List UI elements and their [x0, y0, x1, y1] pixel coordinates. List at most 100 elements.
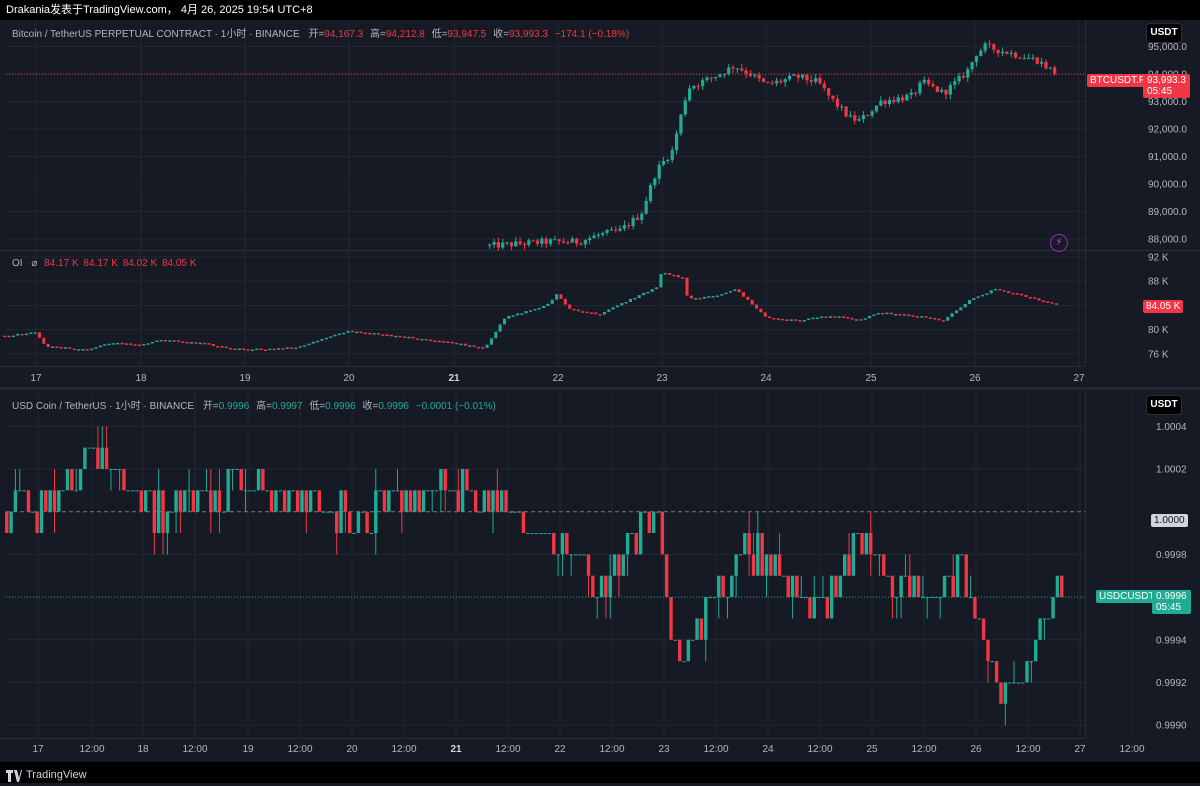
- usdc-candle-body: [235, 468, 239, 470]
- oi-bar: [472, 345, 476, 347]
- lightning-icon[interactable]: ⚡: [1050, 234, 1068, 252]
- oi-bar: [694, 298, 698, 300]
- btc-candle-body: [987, 43, 992, 45]
- oi-bar: [802, 320, 806, 322]
- oi-bar: [963, 304, 967, 308]
- usdc-candle-body: [717, 575, 721, 598]
- bottom-x-tick: 12:00: [1119, 744, 1144, 755]
- btc-candle-body: [970, 61, 974, 70]
- oi-bar: [1028, 296, 1032, 299]
- usdc-candle-body: [48, 490, 52, 512]
- btc-y-tick: 88,000.0: [1148, 235, 1187, 246]
- bottom-x-tick: 17: [32, 744, 44, 755]
- btc-candle-body: [492, 242, 496, 245]
- usdc-candle-body: [934, 597, 938, 599]
- usdc-unit-button[interactable]: USDT: [1146, 395, 1182, 415]
- usdc-candle-body: [434, 490, 439, 492]
- usdc-candle-body: [104, 447, 109, 469]
- oi-bar: [885, 312, 889, 315]
- oi-visibility-icon[interactable]: ⌀: [31, 258, 38, 269]
- btc-candle-body: [679, 114, 683, 134]
- oi-bar: [776, 318, 780, 320]
- usdc-candle-body: [721, 575, 725, 598]
- usdc-candle-body: [955, 554, 960, 598]
- oi-bar: [516, 313, 520, 316]
- usdc-candle-body: [339, 490, 343, 534]
- usdc-candle-body: [1055, 575, 1060, 598]
- oi-bar: [394, 335, 398, 338]
- usdc-candle-body: [200, 490, 204, 492]
- tradingview-logo[interactable]: TradingView: [6, 765, 87, 786]
- oi-bar: [303, 345, 307, 347]
- usdc-candle-body: [35, 511, 39, 534]
- usdc-candle-body: [856, 533, 860, 535]
- oi-bar: [11, 335, 15, 338]
- usdc-candle-body: [864, 533, 869, 555]
- btc-candle-body: [709, 77, 713, 79]
- oi-bar: [237, 348, 241, 351]
- btc-candle-body: [931, 84, 935, 87]
- bottom-x-tick: 12:00: [182, 744, 207, 755]
- oi-y-tick: 80 K: [1148, 325, 1169, 336]
- usdc-candle-body: [191, 490, 196, 512]
- usdc-candle-body: [217, 490, 222, 512]
- oi-bar: [446, 341, 450, 344]
- usdc-candle-body: [382, 490, 387, 512]
- usdc-candle-body: [222, 511, 226, 513]
- oi-bar: [403, 336, 407, 339]
- usdc-candle-body: [404, 490, 408, 512]
- usdc-candle-body: [968, 597, 973, 599]
- oi-value-2: 84.17 K: [83, 258, 118, 269]
- btc-candle-body: [683, 100, 687, 115]
- oi-bar: [442, 341, 446, 343]
- oi-bar: [642, 292, 646, 296]
- btc-candle-body: [787, 75, 792, 80]
- oi-bar: [737, 289, 741, 293]
- bottom-x-tick: 19: [242, 744, 254, 755]
- btc-candle-body: [522, 243, 527, 245]
- oi-bar: [537, 308, 541, 310]
- oi-bar: [120, 342, 124, 345]
- bottom-x-tick: 23: [658, 744, 670, 755]
- usdc-candle-body: [465, 468, 469, 491]
- usdc-candle-body: [938, 597, 942, 599]
- btc-candle-body: [531, 240, 535, 242]
- usdc-candle-body: [869, 533, 873, 555]
- usdc-candle-body: [973, 597, 977, 619]
- bottom-x-tick: 25: [866, 744, 878, 755]
- usdc-candle-body: [842, 554, 847, 576]
- usdc-y-tick: 0.9994: [1156, 635, 1187, 646]
- oi-bar: [633, 297, 637, 300]
- usdc-candle-body: [335, 511, 339, 534]
- oi-bar: [111, 343, 115, 345]
- top-x-tick: 24: [760, 373, 772, 384]
- oi-bar: [90, 348, 94, 351]
- oi-bar: [833, 316, 837, 318]
- btc-unit-button[interactable]: USDT: [1146, 23, 1182, 43]
- usdc-y-tick: 0.9998: [1156, 550, 1187, 561]
- btc-candle-body: [840, 106, 844, 108]
- oi-bar: [211, 343, 215, 346]
- usdc-candle-body: [22, 490, 26, 492]
- btc-candle-body: [744, 70, 748, 74]
- oi-bar: [907, 314, 911, 317]
- usdc-low: 0.9996: [325, 401, 356, 412]
- usdc-candle-body: [695, 618, 699, 640]
- oi-bar: [702, 296, 706, 299]
- oi-bar: [329, 336, 333, 338]
- usdc-candle-body: [960, 554, 964, 556]
- oi-bar: [507, 315, 511, 319]
- oi-bar: [1011, 292, 1015, 295]
- oi-bar: [637, 295, 641, 298]
- usdc-candle-body: [586, 554, 591, 576]
- oi-bar: [781, 318, 785, 321]
- top-x-tick: 21: [448, 373, 460, 384]
- usdc-candle-body: [491, 490, 495, 512]
- usdc-candle-body: [130, 490, 135, 492]
- oi-bar: [720, 294, 724, 296]
- usdc-candle-body: [356, 511, 361, 534]
- usdc-candle-body: [313, 490, 317, 492]
- oi-y-tick: 76 K: [1148, 349, 1169, 360]
- usdc-candle-body: [395, 490, 400, 492]
